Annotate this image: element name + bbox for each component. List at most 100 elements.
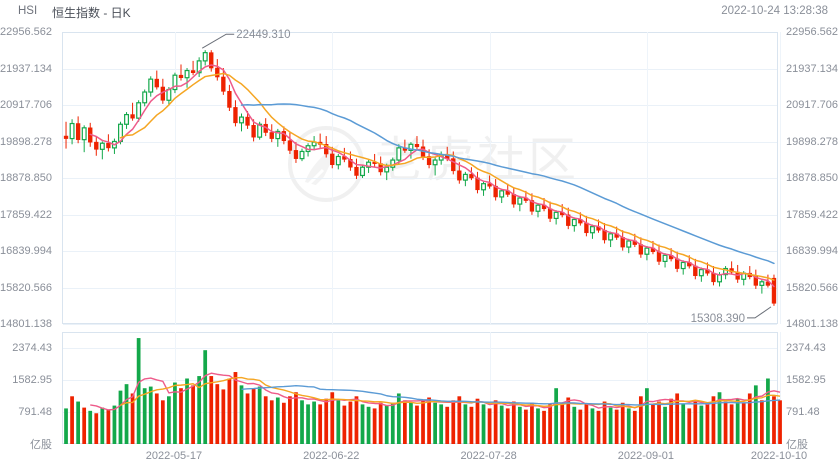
volume-bar xyxy=(100,407,105,444)
volume-bar xyxy=(766,378,770,444)
candlestick-series xyxy=(63,50,777,306)
candle-body xyxy=(553,211,559,220)
volume-bar xyxy=(681,404,686,444)
volume-bar xyxy=(536,408,540,444)
volume-bar xyxy=(772,396,776,444)
gridline xyxy=(175,32,176,324)
candle-body xyxy=(335,155,341,166)
volume-tick-label: 791.48 xyxy=(18,405,52,418)
candle-body xyxy=(172,74,178,91)
volume-bar xyxy=(596,410,601,444)
price-panel-top-border xyxy=(63,32,777,33)
volume-bar xyxy=(179,388,183,444)
candle-body xyxy=(771,277,777,304)
candle-body xyxy=(589,226,595,234)
volume-tick-label: 2374.43 xyxy=(12,341,52,354)
candle-body xyxy=(99,142,105,150)
volume-bar xyxy=(70,396,74,444)
volume-unit-label: 亿股 xyxy=(786,439,808,451)
gridline xyxy=(490,32,491,324)
volume-bar xyxy=(191,385,195,444)
high-annotation-label: 22449.310 xyxy=(236,29,290,41)
gridline xyxy=(647,32,648,324)
price-tick-label: 17859.422 xyxy=(786,208,838,221)
candle-body xyxy=(360,166,365,177)
candle-body xyxy=(396,147,402,161)
candle-body xyxy=(184,69,190,79)
volume-bar xyxy=(330,392,335,444)
volume-tick-label: 2374.43 xyxy=(786,341,826,354)
candle-body xyxy=(227,91,232,108)
price-tick-label: 18878.850 xyxy=(0,172,52,184)
volume-bar xyxy=(64,408,68,444)
volume-bar xyxy=(578,409,583,444)
volume-bar xyxy=(499,405,504,444)
candle-body xyxy=(269,132,274,139)
candle-body xyxy=(293,150,299,159)
volume-bar xyxy=(366,406,371,444)
volume-bar xyxy=(614,409,619,444)
volume-bar xyxy=(124,384,129,444)
candle-body xyxy=(330,153,335,166)
candle-body xyxy=(517,197,523,205)
candle-body xyxy=(723,267,729,276)
volume-bar-series xyxy=(64,338,782,444)
volume-unit-label: 亿股 xyxy=(30,439,52,451)
low-annotation-label: 15308.390 xyxy=(691,313,745,325)
candle-body xyxy=(63,135,69,139)
volume-bar xyxy=(554,388,559,444)
volume-bar xyxy=(572,406,577,444)
gridline xyxy=(63,380,777,381)
volume-bar xyxy=(239,385,244,444)
volume-bar xyxy=(251,388,256,444)
price-panel xyxy=(62,32,781,325)
candle-body xyxy=(759,281,765,286)
volume-bar xyxy=(687,408,692,444)
volume-bar xyxy=(185,378,189,444)
volume-bar xyxy=(717,392,722,444)
volume-bar xyxy=(723,401,728,444)
volume-bar xyxy=(94,413,99,444)
candle-body xyxy=(196,60,202,74)
volume-bar xyxy=(493,400,498,444)
date-tick-label: 2022-05-17 xyxy=(145,450,203,462)
candle-body xyxy=(94,141,99,150)
candle-body xyxy=(366,161,372,168)
price-axis-left: 22956.562 21937.134 20917.706 19898.278 1887… xyxy=(0,27,58,452)
volume-bar xyxy=(306,404,310,444)
volume-bar xyxy=(457,396,462,444)
volume-bar xyxy=(354,396,359,444)
gridline xyxy=(63,348,777,349)
price-tick-label: 21937.134 xyxy=(0,62,52,75)
candle-body xyxy=(432,159,438,166)
candle-body xyxy=(499,190,505,198)
price-tick-label: 20917.706 xyxy=(786,99,838,111)
candle-body xyxy=(571,218,577,227)
gridline xyxy=(780,332,781,444)
candle-body xyxy=(529,200,535,212)
volume-bar xyxy=(390,402,395,444)
candle-body xyxy=(384,166,390,173)
date-tick-label: 2022-06-22 xyxy=(303,450,360,462)
volume-bar xyxy=(415,405,419,444)
volume-bar xyxy=(778,400,782,444)
candle-body xyxy=(487,183,492,187)
candle-body xyxy=(299,150,305,160)
volume-bar xyxy=(233,372,238,444)
volume-bar xyxy=(530,402,534,444)
gridline xyxy=(63,105,777,106)
volume-bar xyxy=(318,404,323,444)
volume-bar xyxy=(300,400,304,444)
volume-bar xyxy=(632,410,637,444)
candle-body xyxy=(426,156,432,166)
volume-panel xyxy=(62,332,782,444)
volume-bar xyxy=(275,397,280,444)
volume-bar xyxy=(560,402,565,444)
volume-bar xyxy=(384,405,389,444)
volume-bar xyxy=(463,404,468,444)
volume-bar xyxy=(312,401,316,444)
candle-body xyxy=(275,130,281,140)
volume-bar xyxy=(88,410,93,444)
price-tick-label: 15820.566 xyxy=(786,281,838,294)
